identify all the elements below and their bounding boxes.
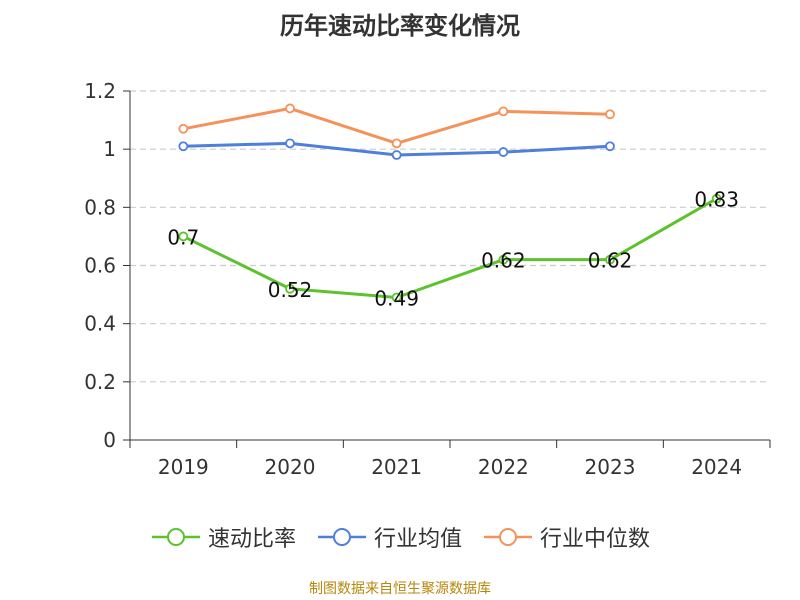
data-label: 0.52 [268,278,313,302]
series-line [182,197,718,299]
legend-item-industry-median[interactable]: 行业中位数 [482,521,650,553]
series-line [183,106,611,145]
data-point [711,193,722,204]
data-label: 0.62 [481,249,526,273]
data-point [605,141,615,152]
axes: 0 0.2 0.4 0.6 0.8 1 1.2 2019 2020 2021 2022 2023 202… [84,79,771,479]
y-tick-label: 0 [103,428,116,452]
data-label: 0.62 [588,249,633,273]
data-labels: 0.7 0.52 0.49 0.62 0.62 0.83 [167,188,739,311]
chart-title: 历年速动比率变化情况 [280,12,520,40]
x-tick-label: 2019 [158,455,209,479]
legend-marker-industry-mean [317,528,366,546]
grid-lines [130,90,770,383]
data-point [178,141,189,152]
legend-item-speed-ratio[interactable]: 速动比率 [150,521,296,553]
y-tick-label: 1.2 [84,79,116,103]
legend-marker-industry-median [484,528,532,546]
data-label: 0.7 [167,225,199,249]
data-point [285,103,295,114]
data-point [391,292,402,303]
data-point [178,231,189,242]
x-tick-label: 2023 [585,455,636,479]
data-point [498,106,509,117]
y-tick-label: 1 [103,137,116,161]
data-point [605,109,615,120]
x-tick-label: 2021 [371,455,422,479]
legend-label-industry-mean: 行业均值 [373,527,462,552]
data-point [178,123,189,134]
y-tick-label: 0.4 [84,312,116,336]
data-point [391,150,402,160]
legend-marker-speed-ratio [151,528,200,546]
x-tick-label: 2024 [691,455,742,479]
source-note: 制图数据来自恒生聚源数据库 [309,581,491,597]
legend-label-speed-ratio: 速动比率 [207,527,296,552]
data-point [605,254,615,265]
data-point [498,254,509,265]
y-tick-label: 0.6 [84,254,116,278]
data-point [285,138,295,149]
legend-label-industry-median: 行业中位数 [540,527,651,552]
y-tick-label: 0.8 [84,195,116,219]
data-point [391,138,402,149]
series-lines [178,103,722,303]
y-tick-label: 0.2 [84,370,116,394]
legend-item-industry-mean[interactable]: 行业均值 [316,521,462,553]
legend: 速动比率 行业均值 行业中位数 [0,520,800,554]
x-tick-label: 2022 [478,455,529,479]
data-point [285,283,295,294]
x-tick-label: 2020 [265,455,316,479]
data-point [498,147,509,157]
data-label: 0.83 [694,188,739,212]
data-label: 0.49 [374,286,419,310]
